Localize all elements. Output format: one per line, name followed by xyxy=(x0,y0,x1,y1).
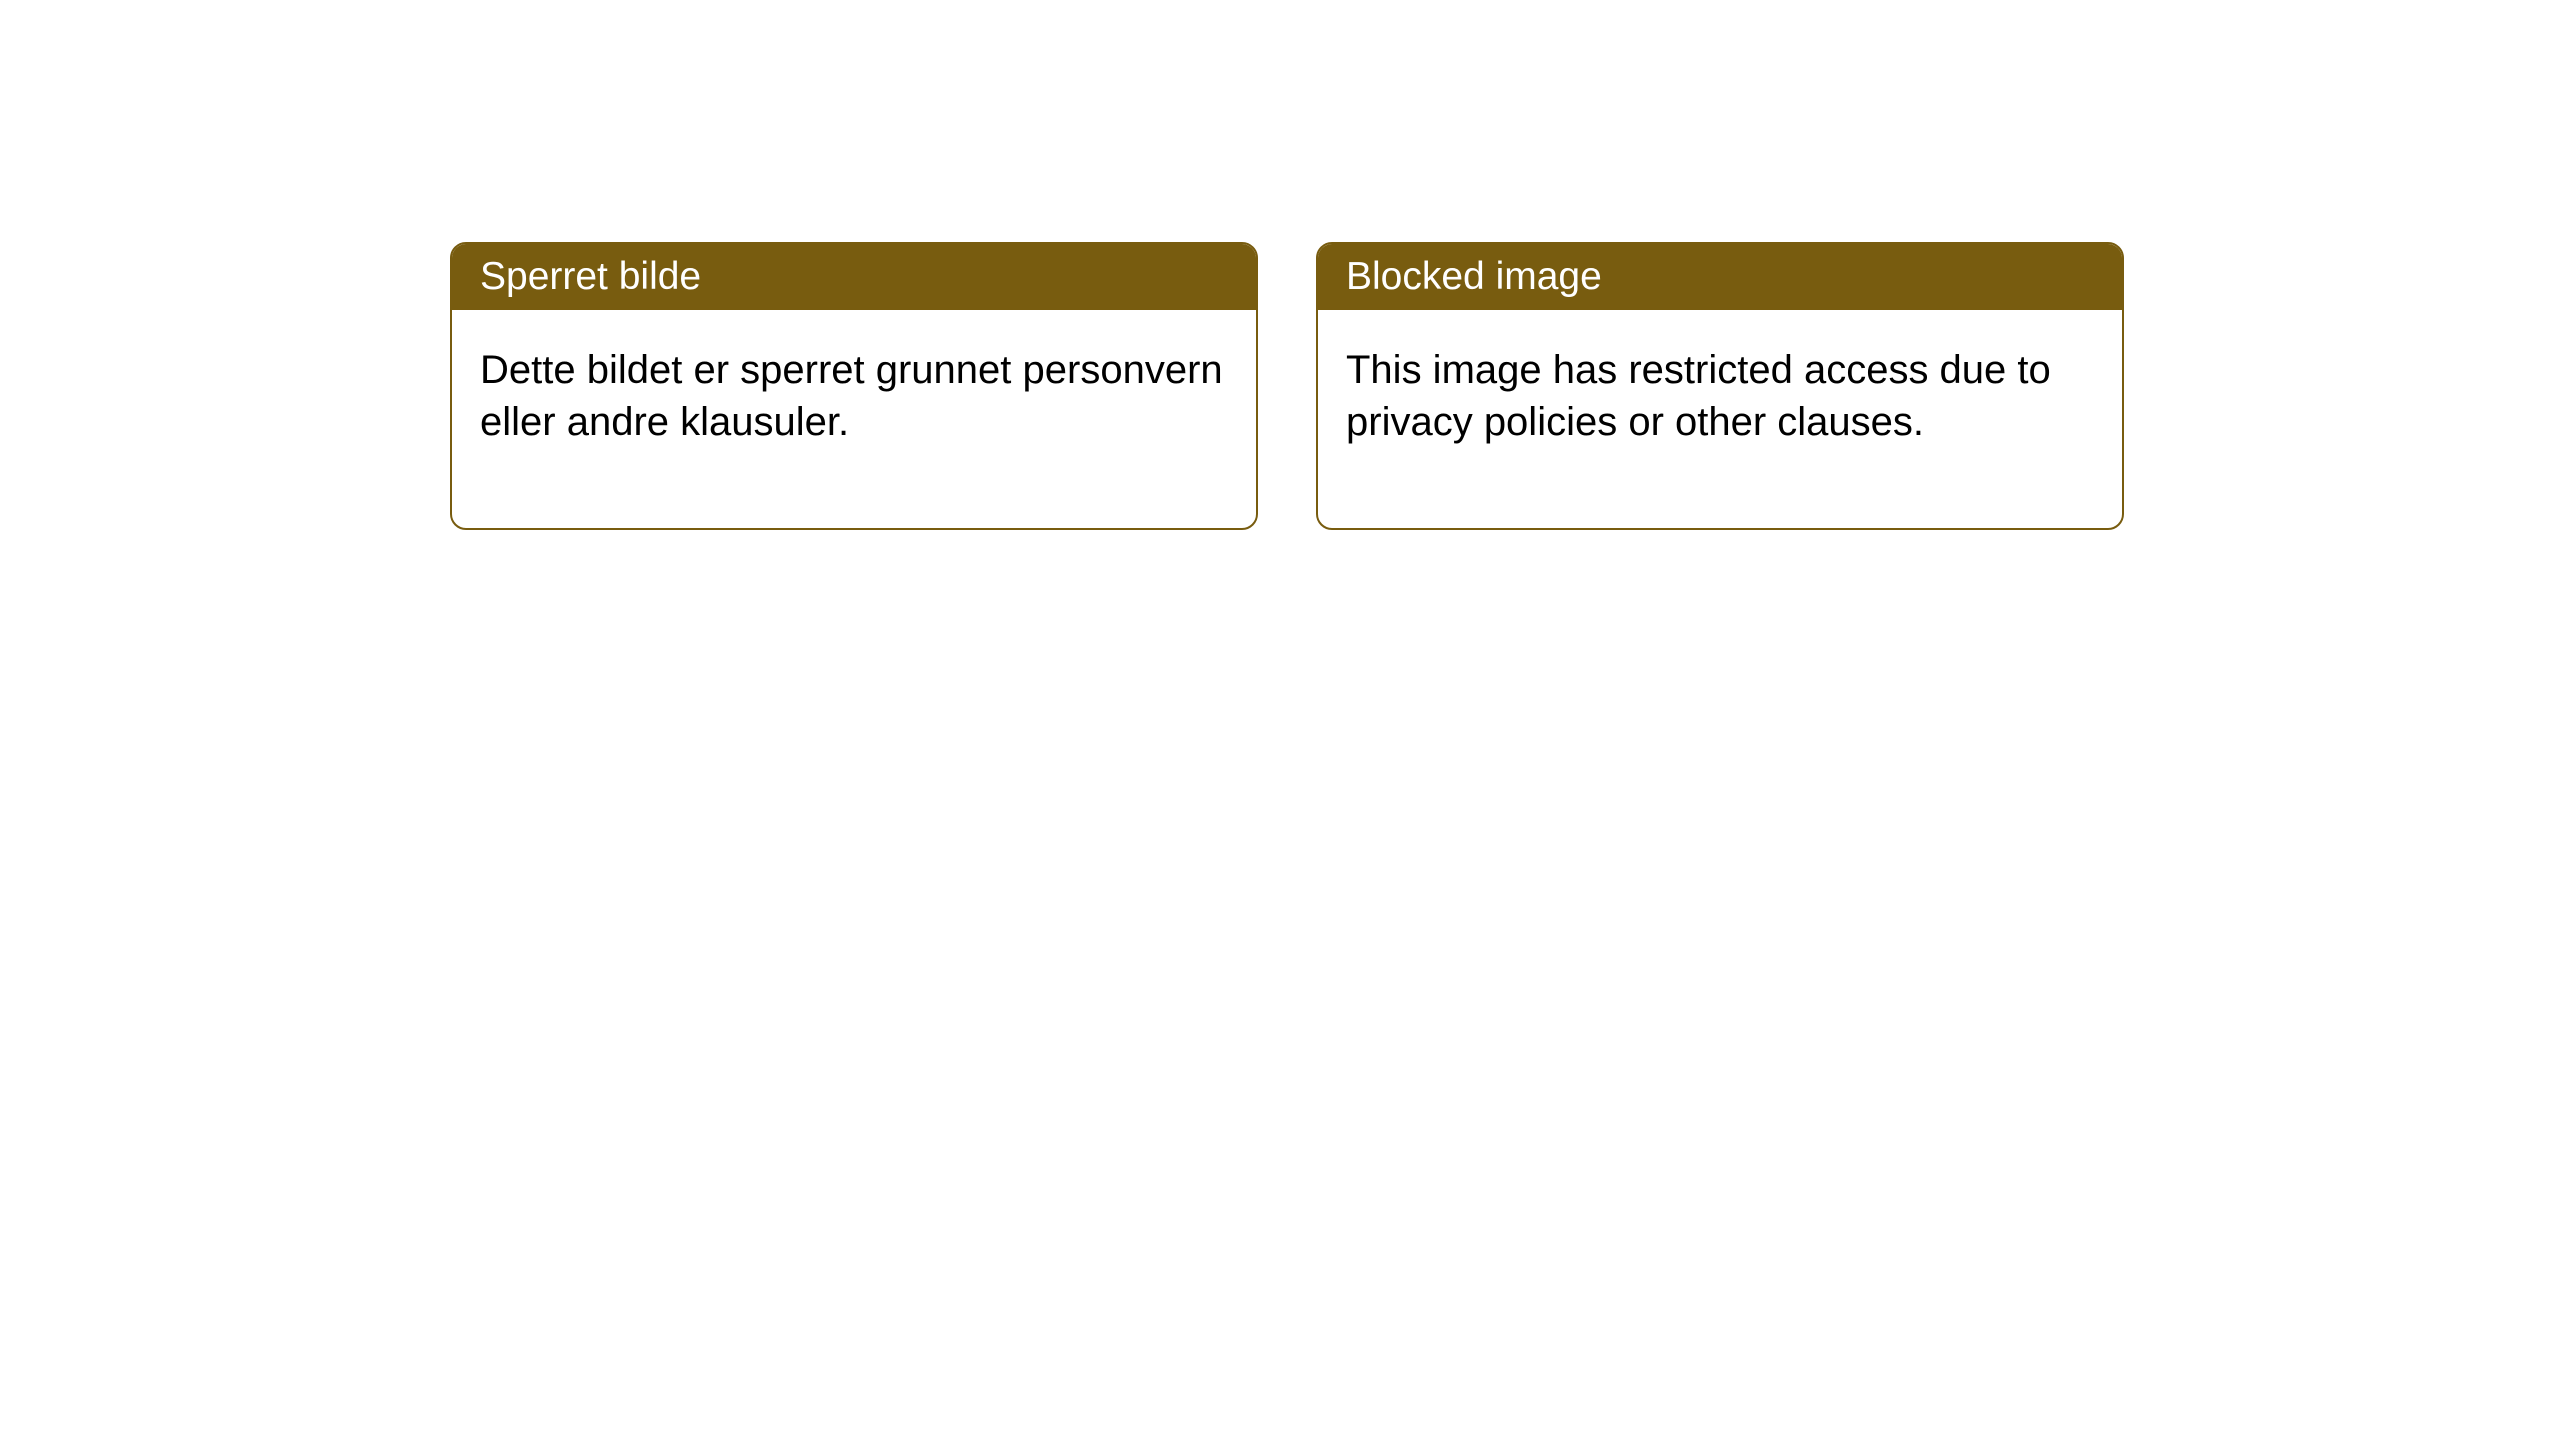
notice-card-norwegian: Sperret bilde Dette bildet er sperret gr… xyxy=(450,242,1258,530)
notice-container: Sperret bilde Dette bildet er sperret gr… xyxy=(450,242,2124,530)
notice-body-english: This image has restricted access due to … xyxy=(1318,310,2122,528)
notice-title-english: Blocked image xyxy=(1318,244,2122,310)
notice-body-norwegian: Dette bildet er sperret grunnet personve… xyxy=(452,310,1256,528)
notice-card-english: Blocked image This image has restricted … xyxy=(1316,242,2124,530)
notice-title-norwegian: Sperret bilde xyxy=(452,244,1256,310)
